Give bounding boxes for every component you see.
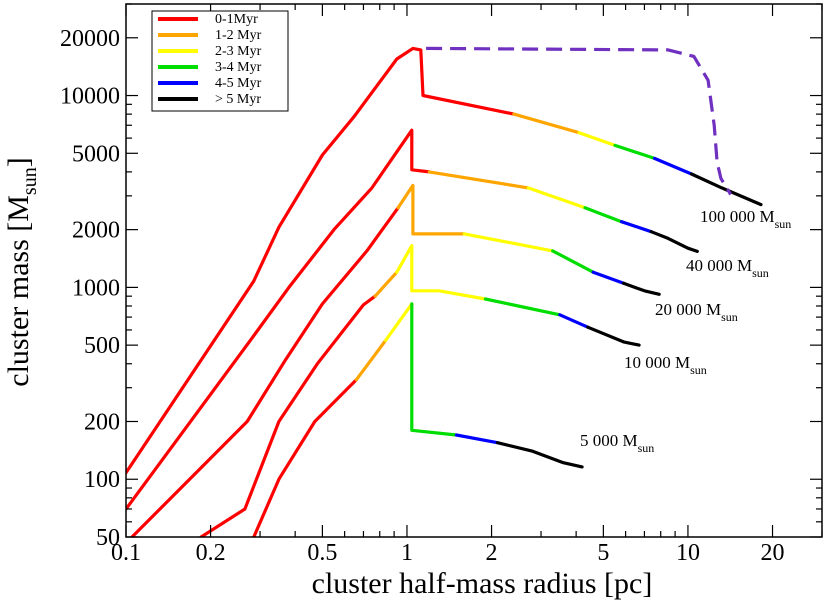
series-4-segment-0 (252, 378, 358, 537)
series-3-segment-5 (586, 325, 641, 347)
series-3-segment-2 (395, 244, 487, 301)
dashed-line (426, 46, 733, 196)
series-label-10000: 10 000 Msun (624, 353, 707, 377)
series-0-segment-4 (652, 156, 694, 176)
legend-label-3: 3-4 Myr (215, 60, 262, 75)
x-tick-label: 2 (486, 540, 498, 566)
series-2-segment-5 (621, 281, 661, 296)
x-tick-label: 20 (761, 540, 785, 566)
y-axis-title-main: cluster mass [M (2, 195, 35, 387)
series-2-segment-4 (591, 270, 626, 285)
y-axis-title: cluster mass [Msun] (2, 157, 41, 386)
series-1-segment-4 (619, 220, 653, 234)
series-2-segment-3 (551, 249, 595, 274)
series-3-segment-4 (558, 313, 590, 329)
legend-label-5: > 5 Myr (215, 92, 261, 107)
series-label-10000-main: 10 000 M (624, 353, 690, 372)
x-tick-label: 0.1 (111, 540, 141, 566)
series-1-segment-5 (649, 230, 699, 253)
series-0-segment-1 (512, 112, 581, 135)
series-label-40000-main: 40 000 M (686, 256, 752, 275)
legend-label-1: 1-2 Myr (215, 28, 262, 43)
series-4-segment-4 (454, 433, 500, 445)
series-4-segment-3 (410, 302, 458, 437)
series-0-segment-5 (689, 172, 763, 207)
series-3 (199, 244, 641, 537)
series-4 (252, 302, 584, 537)
y-tick-label: 5000 (72, 141, 120, 167)
legend-label-0: 0-1Myr (215, 12, 258, 27)
legend-label-2: 2-3 Myr (215, 44, 262, 59)
series-label-20000-sub: sun (721, 310, 738, 324)
legend-label-4: 4-5 Myr (215, 76, 262, 91)
series-2 (130, 183, 661, 537)
series-2-segment-1 (396, 183, 466, 236)
ticks: 0.1 0.2 0.5 1 2 5 10 20 50 100 200 500 1000 2000 5000 1… (60, 3, 823, 566)
y-tick-label: 20000 (60, 26, 120, 52)
series-4-segment-1 (354, 338, 388, 382)
y-axis-title-sub: sun (19, 167, 41, 195)
plot-border (125, 3, 823, 538)
y-tick-label: 1000 (72, 275, 120, 301)
series-label-20000-main: 20 000 M (655, 300, 721, 319)
series-label-100000: 100 000 Msun (700, 207, 791, 231)
series-1-segment-3 (583, 206, 624, 224)
series-label-40000-sub: sun (752, 266, 769, 280)
y-axis-title-close: ] (2, 157, 35, 167)
series-4-segment-2 (384, 302, 414, 342)
series-0-segment-0 (126, 46, 516, 475)
x-axis-title: cluster half-mass radius [pc] (312, 567, 653, 600)
series-label-100000-main: 100 000 M (700, 207, 775, 226)
series-1-segment-0 (126, 128, 431, 511)
series-3-segment-3 (483, 297, 562, 317)
x-tick-label: 0.2 (196, 540, 226, 566)
series-label-100000-sub: sun (775, 217, 792, 231)
x-tick-label: 1 (401, 540, 413, 566)
series-0-segment-3 (613, 143, 657, 160)
series-label-5000-sub: sun (638, 441, 655, 455)
series-0-segment-2 (577, 131, 617, 147)
y-tick-label: 10000 (60, 84, 120, 110)
y-tick-label: 100 (84, 467, 120, 493)
y-tick-label: 2000 (72, 218, 120, 244)
y-tick-label: 200 (84, 409, 120, 435)
series-3-segment-0 (199, 294, 377, 537)
series-0 (126, 46, 763, 475)
series-1-segment-2 (526, 186, 587, 210)
legend: 0-1Myr 1-2 Myr 2-3 Myr 3-4 Myr 4-5 Myr >… (151, 10, 289, 112)
plot-frame (125, 3, 823, 538)
series-2-segment-2 (462, 232, 555, 253)
y-tick-label: 500 (84, 333, 120, 359)
x-tick-label: 10 (676, 540, 700, 566)
series-3-segment-1 (373, 270, 399, 298)
legend-box (151, 10, 289, 112)
series-2-segment-0 (130, 206, 400, 537)
y-tick-label: 50 (96, 525, 120, 551)
series-label-40000: 40 000 Msun (686, 256, 769, 280)
series-layer (126, 46, 763, 537)
series-label-5000-main: 5 000 M (580, 431, 638, 450)
series-4-segment-5 (495, 441, 584, 469)
series-label-5000: 5 000 Msun (580, 431, 654, 455)
x-tick-label: 5 (597, 540, 609, 566)
series-label-20000: 20 000 Msun (655, 300, 738, 324)
x-tick-label: 0.5 (307, 540, 337, 566)
series-1 (126, 128, 699, 511)
series-label-10000-sub: sun (690, 363, 707, 377)
series-1-segment-1 (427, 170, 530, 190)
